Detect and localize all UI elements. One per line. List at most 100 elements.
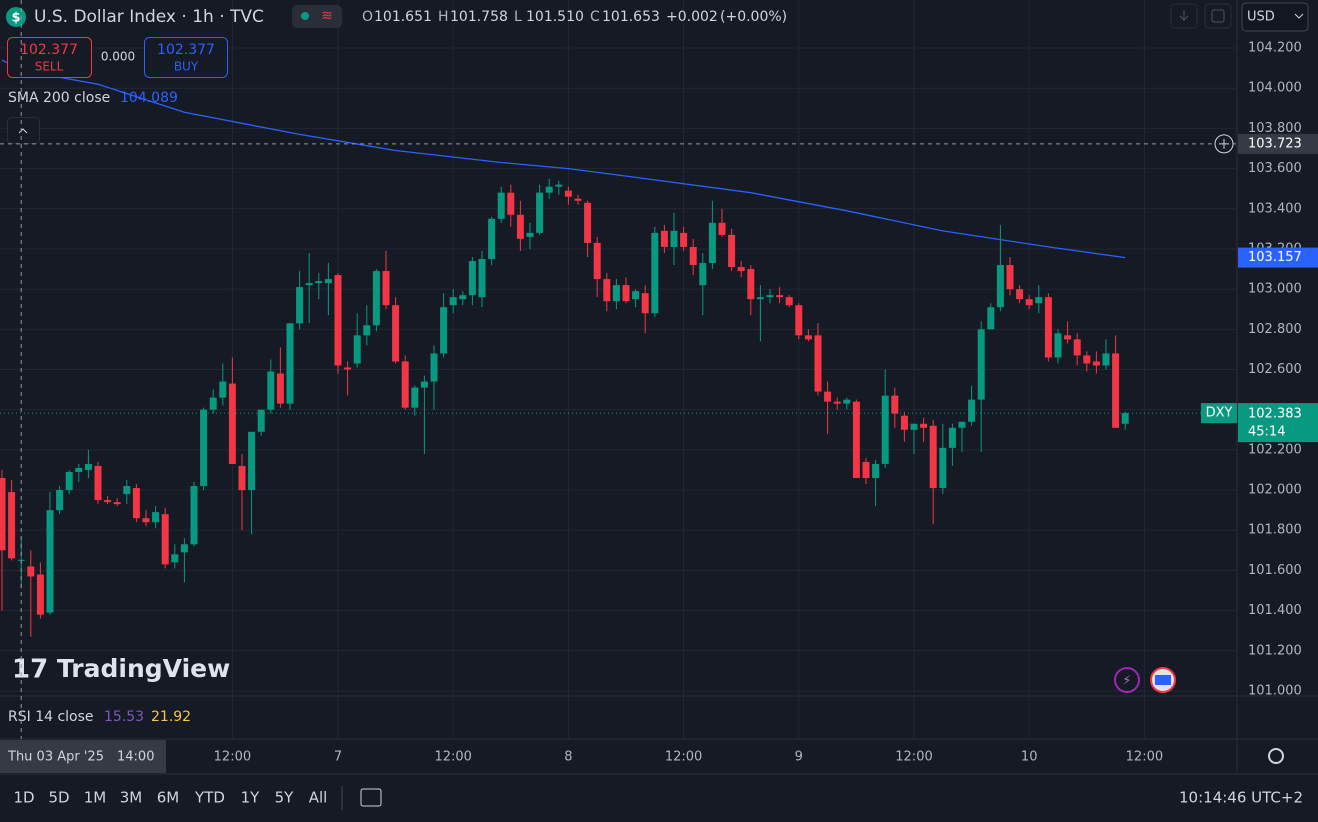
candle-body <box>401 361 409 408</box>
rsi-value: 15.53 <box>104 709 144 725</box>
candle-body <box>75 467 83 472</box>
candle-body <box>478 258 486 298</box>
x-tick-label: 10 <box>1021 750 1038 765</box>
candle-body <box>996 265 1004 308</box>
candle-body <box>603 279 611 302</box>
candle-body <box>488 218 496 259</box>
range-button[interactable]: 6M <box>157 789 180 807</box>
candle-body <box>728 234 736 268</box>
candle-body <box>497 192 505 219</box>
crosshair-time-box <box>0 740 166 773</box>
symbol-tag-box <box>1201 403 1237 424</box>
candle-body <box>795 305 803 336</box>
plot <box>0 59 1129 637</box>
candle-body <box>536 192 544 233</box>
candle-body <box>113 502 121 505</box>
crosshair-price-box <box>1238 133 1318 154</box>
events-icon[interactable] <box>1114 667 1140 693</box>
candle-body <box>814 335 822 392</box>
candle-body <box>833 401 841 404</box>
candle-body <box>516 214 524 239</box>
collapse-button[interactable] <box>7 117 40 144</box>
candle-body <box>430 353 438 382</box>
candle-body <box>94 465 102 501</box>
ohlc-value: 101.651 <box>374 9 432 25</box>
candle-body <box>382 271 390 306</box>
candle-body <box>843 399 851 404</box>
candle-body <box>737 267 745 272</box>
candle-body <box>891 395 899 414</box>
crosshair-price: 103.723 <box>1248 136 1302 151</box>
range-button[interactable]: YTD <box>194 789 225 807</box>
candle-body <box>344 367 352 370</box>
candle-body <box>526 232 534 237</box>
sma-value: 104.089 <box>120 90 178 106</box>
candle-body <box>46 510 54 613</box>
candle-body <box>65 471 73 491</box>
candle-body <box>987 307 995 330</box>
plus-icon <box>1219 138 1229 149</box>
candle-body <box>257 409 265 432</box>
clock: 10:14:46 UTC+2 <box>1179 789 1303 807</box>
candle-body <box>584 202 592 243</box>
y-tick-label: 104.000 <box>1248 81 1302 96</box>
sma-label: SMA 200 close <box>8 90 110 106</box>
settings-icon[interactable] <box>1268 748 1284 764</box>
candle-body <box>276 373 284 404</box>
change: +0.002 <box>666 9 718 25</box>
candle-body <box>660 230 668 247</box>
candle-body <box>776 295 784 298</box>
candle-body <box>267 371 275 410</box>
buy-button[interactable] <box>144 37 228 78</box>
candle-body <box>593 242 601 280</box>
x-tick-label: 12:00 <box>214 750 251 765</box>
range-button[interactable]: 5Y <box>275 789 295 807</box>
candle-body <box>862 461 870 479</box>
fullscreen-button[interactable] <box>1204 3 1232 29</box>
range-button[interactable]: 1D <box>13 789 34 807</box>
download-button[interactable] <box>1170 3 1198 29</box>
candle-body <box>824 391 832 402</box>
candle-body <box>1035 297 1043 304</box>
candle-body <box>440 307 448 354</box>
sell-button[interactable] <box>7 37 92 78</box>
ohlc-letter: C <box>590 9 600 25</box>
candle-body <box>1006 265 1014 290</box>
candle-body <box>27 566 35 577</box>
range-button[interactable]: 5D <box>48 789 69 807</box>
candle-body <box>104 500 112 503</box>
candle-body <box>939 447 947 489</box>
y-tick-label: 102.600 <box>1248 362 1302 377</box>
range-button[interactable]: 1M <box>84 789 107 807</box>
candle-body <box>209 397 217 410</box>
ohlc-value: 101.653 <box>602 9 660 25</box>
y-tick-label: 104.200 <box>1248 41 1302 56</box>
currency-select[interactable] <box>1241 2 1309 32</box>
symbol-tag: DXY <box>1206 406 1233 421</box>
candle-body <box>929 425 937 489</box>
range-button[interactable]: 3M <box>120 789 143 807</box>
data-status: ≋ <box>321 8 333 24</box>
y-tick-label: 101.600 <box>1248 563 1302 578</box>
candle-body <box>200 409 208 487</box>
x-tick-label: 12:00 <box>434 750 471 765</box>
candle-body <box>948 427 956 448</box>
candle-body <box>632 291 640 300</box>
symbol-icon-glyph: $ <box>11 11 20 26</box>
ohlc-value: 101.758 <box>450 9 508 25</box>
range-button[interactable]: 1Y <box>241 789 261 807</box>
currency: USD <box>1247 10 1275 25</box>
status-toggles[interactable] <box>292 5 342 28</box>
y-tick-label: 101.200 <box>1248 643 1302 658</box>
market-status <box>301 12 309 20</box>
change-percent: (+0.00%) <box>720 9 787 25</box>
candle-body <box>1054 333 1062 358</box>
date-range-icon[interactable] <box>360 788 382 807</box>
y-tick-label: 102.800 <box>1248 322 1302 337</box>
range-button[interactable]: All <box>309 789 328 807</box>
last-price-box <box>1238 403 1318 443</box>
candle-body <box>56 490 64 511</box>
candle-body <box>804 335 812 340</box>
candle-body <box>718 222 726 235</box>
